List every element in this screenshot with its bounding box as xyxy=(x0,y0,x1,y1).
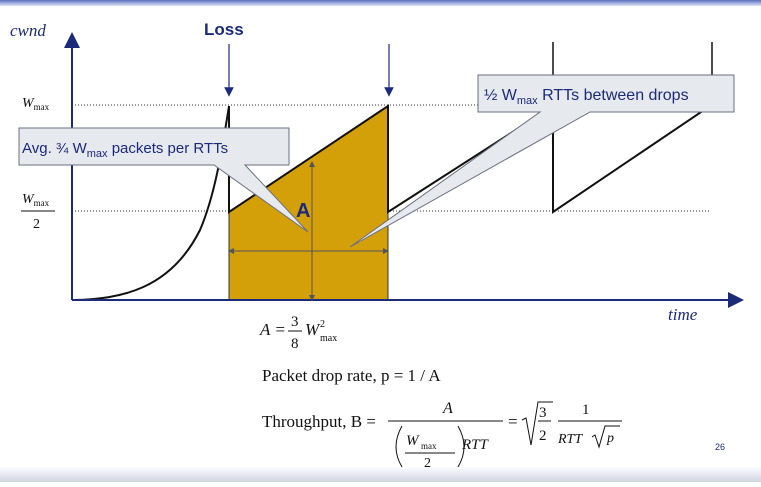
area-equation: A = 3 8 W 2 max xyxy=(259,314,337,352)
svg-text:A =: A = xyxy=(259,320,286,339)
loss-label: Loss xyxy=(204,20,244,39)
svg-text:Throughput, B =: Throughput, B = xyxy=(262,412,376,431)
svg-text:W: W xyxy=(305,320,321,339)
slide-number: 26 xyxy=(714,442,725,452)
svg-text:1: 1 xyxy=(582,402,590,418)
svg-text:p: p xyxy=(606,431,614,446)
bottom-bar xyxy=(0,466,761,482)
svg-text:max: max xyxy=(421,441,437,451)
svg-text:RTT: RTT xyxy=(461,437,490,453)
svg-text:2: 2 xyxy=(539,428,547,444)
svg-text:max: max xyxy=(320,333,337,344)
callout-left-box xyxy=(18,127,309,233)
svg-text:RTT: RTT xyxy=(557,432,583,447)
x-axis-label: time xyxy=(668,305,698,324)
drop-rate-equation: Packet drop rate, p = 1 / A xyxy=(262,366,441,385)
sawtooth-curve xyxy=(228,104,711,214)
area-a-label: A xyxy=(296,200,310,222)
half-wmax-den: 2 xyxy=(33,217,40,232)
svg-text:W: W xyxy=(406,433,420,449)
svg-text:3: 3 xyxy=(291,314,299,330)
half-wmax-num: Wmax xyxy=(22,192,50,208)
callout-right-box xyxy=(349,74,735,248)
throughput-equation: Throughput, B = A W max 2 RTT = 3 2 1 RT… xyxy=(262,400,622,471)
svg-text:2: 2 xyxy=(320,319,325,330)
y-axis-label: cwnd xyxy=(10,21,46,40)
wmax-label: Wmax xyxy=(22,96,50,112)
svg-text:A: A xyxy=(442,400,453,417)
callout-left-text: Avg. ¾ Wmax packets per RTTs xyxy=(22,140,228,160)
top-bar xyxy=(0,0,761,6)
svg-text:=: = xyxy=(508,412,518,431)
callout-right-text: ½ Wmax RTTs between drops xyxy=(484,87,689,107)
svg-text:8: 8 xyxy=(291,336,299,352)
svg-text:2: 2 xyxy=(424,456,431,471)
svg-text:3: 3 xyxy=(539,405,547,421)
